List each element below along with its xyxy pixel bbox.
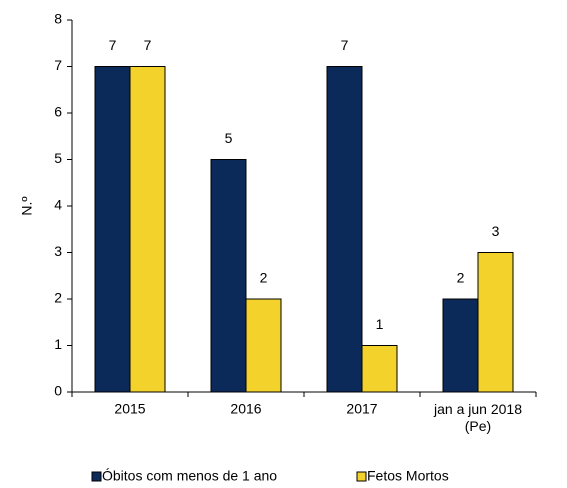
y-tick-label: 5	[54, 150, 62, 166]
x-tick-label: jan a jun 2018 (Pe)	[433, 401, 522, 434]
y-tick-label: 1	[54, 336, 62, 352]
data-label: 7	[144, 37, 152, 53]
legend-label: Fetos Mortos	[367, 468, 449, 484]
data-label: 2	[457, 270, 465, 286]
data-label: 1	[376, 316, 384, 332]
bar	[94, 66, 131, 393]
bar	[210, 159, 247, 393]
y-tick-label: 8	[54, 11, 62, 27]
data-label: 7	[341, 37, 349, 53]
bar	[245, 298, 282, 393]
legend-swatch	[91, 471, 102, 482]
y-tick-label: 0	[54, 383, 62, 399]
data-label: 7	[109, 37, 117, 53]
y-tick-label: 2	[54, 290, 62, 306]
data-label: 2	[260, 270, 268, 286]
y-axis-label: N.º	[19, 196, 35, 215]
data-label: 5	[225, 130, 233, 146]
bar	[442, 298, 479, 393]
y-tick-label: 7	[54, 57, 62, 73]
x-tick-label: 2016	[230, 401, 261, 417]
bar	[326, 66, 363, 393]
y-tick-label: 3	[54, 243, 62, 259]
y-tick-label: 4	[54, 197, 62, 213]
x-tick-label: 2015	[114, 401, 145, 417]
bar	[129, 66, 166, 393]
x-tick-label: 2017	[346, 401, 377, 417]
bar	[361, 345, 398, 393]
legend-label: Óbitos com menos de 1 ano	[102, 468, 277, 484]
legend-swatch	[356, 471, 367, 482]
bar	[477, 252, 514, 393]
data-label: 3	[492, 223, 500, 239]
y-tick-label: 6	[54, 104, 62, 120]
